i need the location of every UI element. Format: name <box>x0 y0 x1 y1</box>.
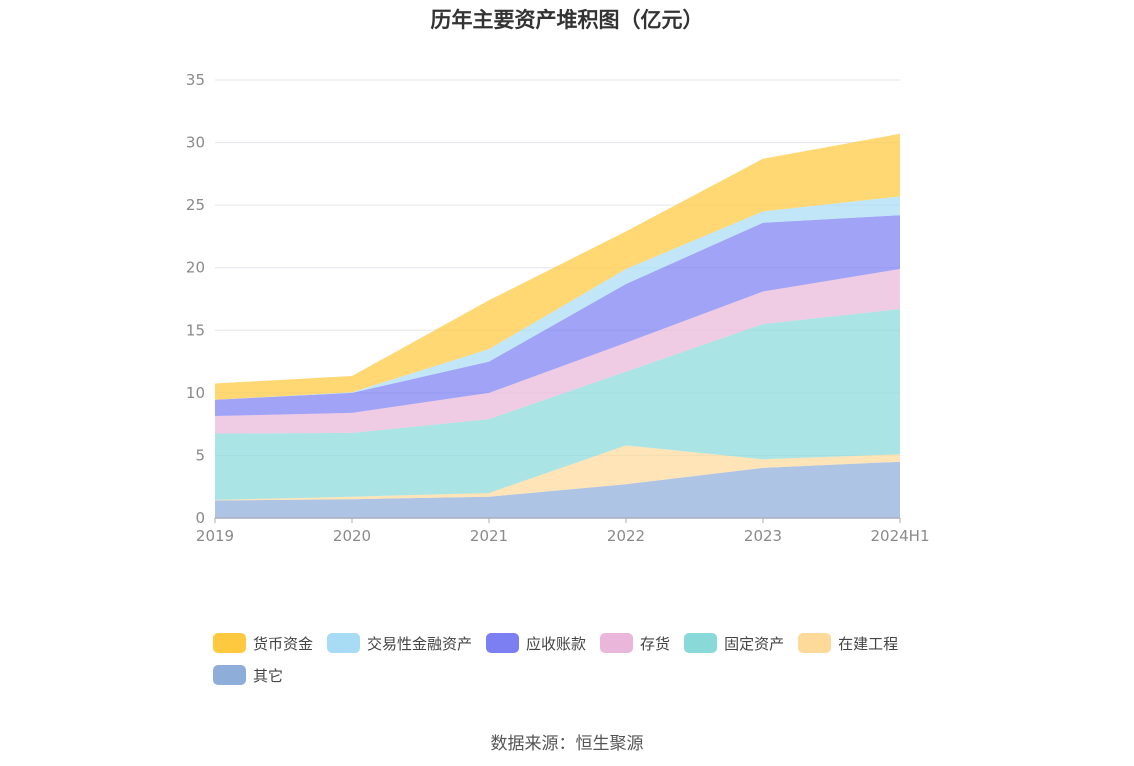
area-其它[interactable] <box>215 461 900 518</box>
area-应收账款[interactable] <box>215 215 900 416</box>
legend-label: 其它 <box>253 666 284 685</box>
legend-item[interactable]: 在建工程 <box>798 632 898 654</box>
y-tick-label: 15 <box>186 321 205 339</box>
y-tick-label: 10 <box>186 384 205 402</box>
legend-item[interactable]: 固定资产 <box>684 632 784 654</box>
legend: 货币资金 交易性金融资产 应收账款 存货 固定资产 在建工程其它 <box>213 632 953 686</box>
chart-title: 历年主要资产堆积图（亿元） <box>430 8 704 32</box>
y-tick-label: 30 <box>186 134 205 152</box>
x-tick-label: 2021 <box>470 527 508 545</box>
y-tick-label: 20 <box>186 259 205 277</box>
area-在建工程[interactable] <box>215 445 900 501</box>
legend-item[interactable]: 交易性金融资产 <box>327 632 472 654</box>
x-tick-label: 2019 <box>196 527 234 545</box>
y-tick-label: 35 <box>186 71 205 89</box>
legend-item[interactable]: 其它 <box>213 664 283 686</box>
legend-label: 货币资金 <box>253 634 314 653</box>
legend-item[interactable]: 货币资金 <box>213 632 313 654</box>
legend-swatch <box>213 633 246 653</box>
legend-item[interactable]: 存货 <box>600 632 670 654</box>
y-tick-label: 25 <box>186 196 205 214</box>
area-交易性金融资产[interactable] <box>215 196 900 400</box>
stacked-area-chart: 0 5 10 15 20 25 30 35 2019 2020 2021 2022 2023 2024H1 <box>186 71 930 545</box>
y-tick-label: 5 <box>195 446 205 464</box>
legend-label: 存货 <box>640 634 671 653</box>
area-layer <box>215 133 900 518</box>
axis-layer: 0 5 10 15 20 25 30 35 2019 2020 2021 2022 2023 2024H1 <box>186 71 930 545</box>
legend-label: 固定资产 <box>724 634 785 653</box>
legend-swatch <box>600 633 634 653</box>
x-tick-label: 2022 <box>607 527 645 545</box>
legend-swatch <box>684 633 718 653</box>
area-货币资金[interactable] <box>215 133 900 400</box>
legend-swatch <box>327 633 361 653</box>
legend-label: 应收账款 <box>526 634 587 653</box>
x-tick-label: 2020 <box>333 527 371 545</box>
legend-swatch <box>798 633 832 653</box>
x-tick-label: 2024H1 <box>871 527 930 545</box>
legend-label: 交易性金融资产 <box>367 634 473 653</box>
data-source: 数据来源：恒生聚源 <box>490 734 644 754</box>
legend-swatch <box>486 633 520 653</box>
area-固定资产[interactable] <box>215 309 900 500</box>
legend-item[interactable]: 应收账款 <box>486 632 586 654</box>
area-存货[interactable] <box>215 269 900 434</box>
y-tick-label: 0 <box>195 509 205 527</box>
legend-label: 在建工程 <box>838 634 899 653</box>
legend-swatch <box>213 665 246 685</box>
x-tick-label: 2023 <box>744 527 782 545</box>
